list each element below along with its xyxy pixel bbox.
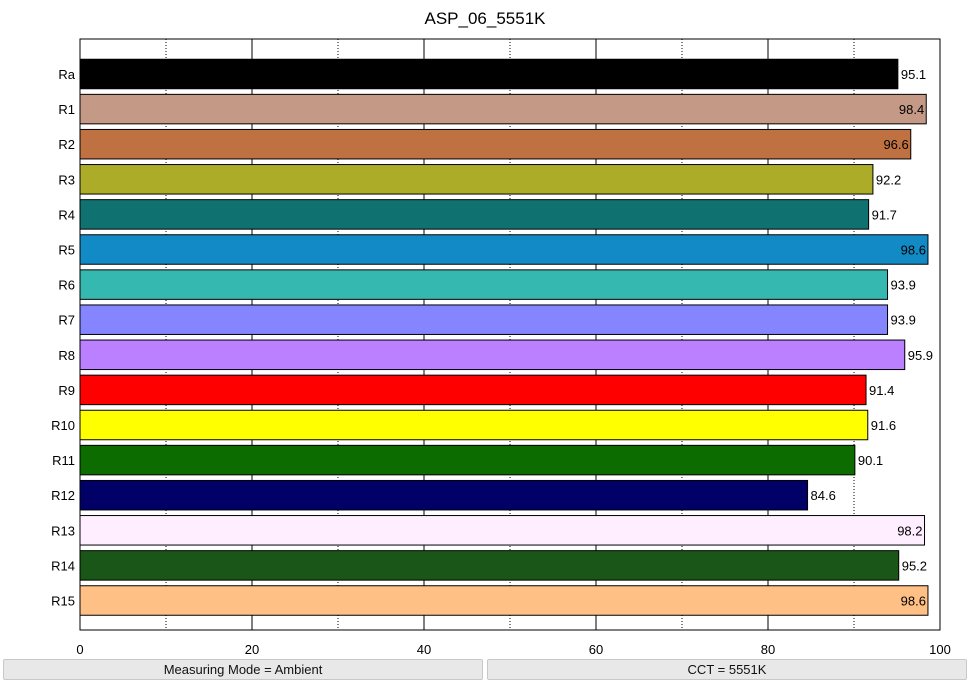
bar-r14 (79, 550, 900, 581)
x-tick-label: 20 (245, 642, 259, 657)
category-label: R15 (51, 594, 75, 609)
category-label: Ra (58, 67, 75, 82)
category-label: R10 (51, 418, 75, 433)
category-label: R7 (58, 313, 75, 328)
bar-r1 (79, 93, 927, 125)
bar-r2 (79, 128, 912, 160)
value-label: 98.6 (901, 594, 926, 609)
x-axis-ticks: 0 20 40 60 80 100 (76, 642, 950, 657)
cct-label: CCT = 5551K (487, 659, 967, 680)
x-tick-label: 80 (761, 642, 775, 657)
category-label: R9 (58, 383, 75, 398)
category-label: R11 (52, 453, 75, 468)
x-tick-label: 40 (417, 642, 431, 657)
value-labels: 95.1 98.4 96.6 92.2 91.7 98.6 93.9 93.9 95.9 91.4… (811, 67, 933, 609)
category-label: R12 (51, 488, 75, 503)
category-label: R6 (58, 278, 75, 293)
value-label: 91.4 (869, 383, 894, 398)
x-tick-label: 100 (929, 642, 951, 657)
value-label: 98.2 (897, 523, 922, 538)
value-label: 96.6 (883, 137, 908, 152)
bar-r12 (79, 479, 809, 511)
bar-r7 (79, 304, 889, 335)
category-label: R5 (58, 243, 75, 258)
value-label: 93.9 (891, 313, 916, 328)
value-label: 95.2 (902, 558, 927, 573)
value-label: 90.1 (858, 453, 883, 468)
measuring-mode-label: Measuring Mode = Ambient (3, 659, 483, 680)
value-label: 91.6 (871, 418, 896, 433)
bar-ra (79, 58, 899, 90)
value-label: 95.9 (908, 348, 933, 363)
bar-r3 (79, 164, 874, 195)
chart-title: ASP_06_5551K (425, 9, 547, 28)
category-label: R4 (58, 207, 75, 222)
bar-r4 (79, 199, 870, 230)
value-label: 84.6 (811, 488, 836, 503)
category-label: R14 (51, 558, 75, 573)
bar-chart: ASP_06_5551K RaR1R2R3R4R5R6R7R8R9R10R11R… (51, 9, 951, 657)
value-label: 91.7 (872, 207, 897, 222)
category-label: R1 (58, 102, 75, 117)
bar-r13 (79, 515, 926, 546)
bar-r9 (79, 374, 867, 406)
bar-r11 (79, 444, 856, 476)
plot-frame (79, 38, 941, 631)
bar-r5 (79, 234, 929, 265)
bar-r6 (79, 269, 889, 300)
x-tick-label: 0 (76, 642, 83, 657)
value-label: 92.2 (876, 172, 901, 187)
category-label: R3 (58, 172, 75, 187)
bar-r10 (79, 409, 869, 441)
bar-r15 (79, 585, 929, 616)
value-label: 98.4 (899, 102, 924, 117)
category-label: R13 (51, 523, 75, 538)
x-tick-label: 60 (589, 642, 603, 657)
category-labels: Ra R1 R2 R3 R4 R5 R6 R7 R8 R9 R10 R11 R12 R13 R14 R15 (51, 67, 76, 609)
bar-r8 (79, 339, 906, 371)
value-label: 93.9 (891, 278, 916, 293)
bars (79, 58, 929, 616)
category-label: R2 (58, 137, 75, 152)
value-label: 98.6 (901, 243, 926, 258)
category-label: R8 (58, 348, 75, 363)
value-label: 95.1 (901, 67, 926, 82)
